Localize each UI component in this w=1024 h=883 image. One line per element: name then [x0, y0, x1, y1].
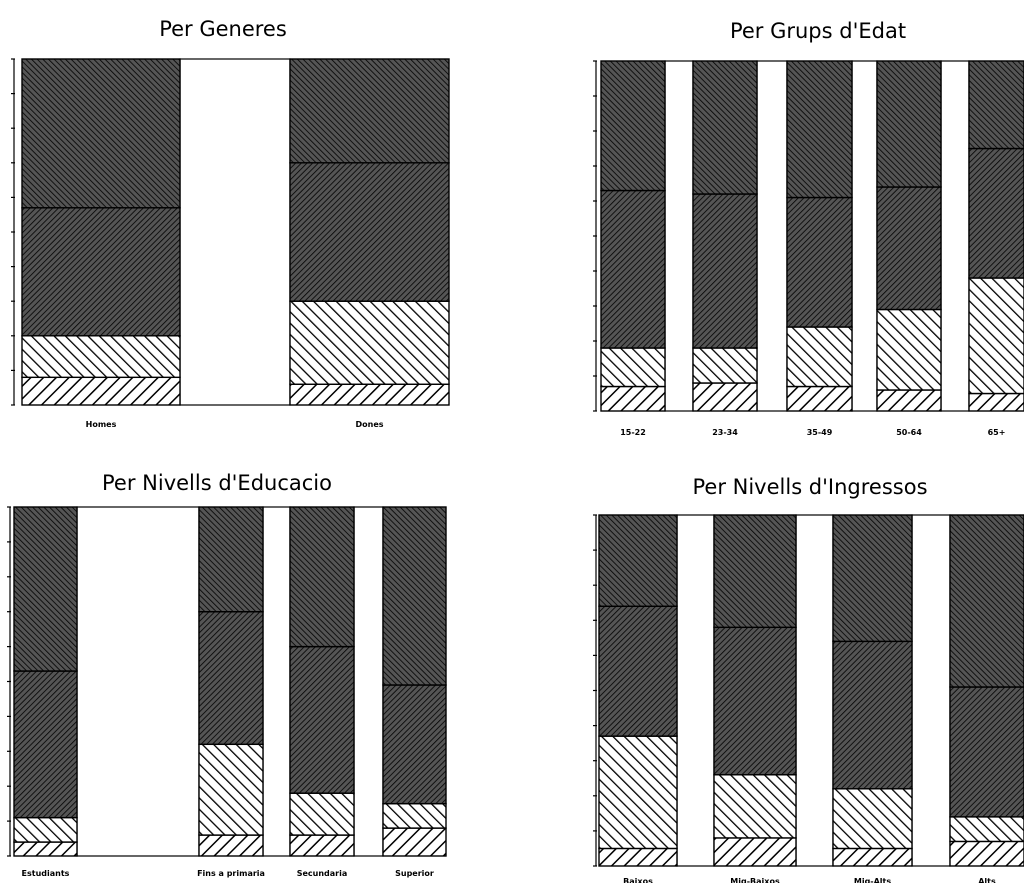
bar-segment — [786, 326, 853, 388]
bar-segment — [198, 834, 264, 857]
bar-separator — [664, 60, 694, 412]
bar-segment — [13, 506, 78, 672]
bar-separator — [940, 60, 970, 412]
category-label: Homes — [86, 420, 117, 429]
chart-panel-4: Per Nivells d'Ingressos Baixos Mig-Baixos M… — [593, 475, 1024, 883]
category-label: 15-22 — [620, 428, 646, 437]
bar-segment — [382, 802, 447, 829]
bar-segment — [713, 514, 797, 629]
bar-segment — [13, 670, 78, 819]
bar-segment — [692, 60, 758, 195]
bar-segment — [21, 376, 181, 406]
bar-separator — [262, 506, 291, 857]
category-label: Dones — [355, 420, 383, 429]
bar-segment — [382, 506, 447, 686]
category-label: Alts — [978, 877, 996, 883]
category-label: Baixos — [623, 877, 653, 883]
bar-segment — [713, 837, 797, 867]
bar-separator — [353, 506, 384, 857]
bar-segment — [692, 347, 758, 384]
bar-segment — [832, 847, 913, 867]
bar-segment — [786, 60, 853, 199]
bar-segment — [289, 58, 450, 164]
bar-segment — [600, 189, 666, 349]
bar-separator — [911, 514, 951, 867]
bar-separator — [795, 514, 834, 867]
bar-segment — [382, 827, 447, 857]
bar-segment — [968, 392, 1024, 412]
bar-segment — [600, 347, 666, 388]
bar-segment — [598, 605, 678, 737]
chart-title: Per Nivells d'Educacio — [102, 471, 332, 495]
bar-separator — [179, 58, 291, 406]
bar-segment — [198, 611, 264, 746]
bar-separator — [851, 60, 878, 412]
chart-panel-2: Per Grups d'Edat 15-22 23-34 35-49 50-64 65+ — [593, 19, 1024, 437]
category-label: Mig-Alts — [854, 877, 892, 883]
bar-segment — [600, 60, 666, 192]
chart-title: Per Grups d'Edat — [730, 19, 906, 43]
bar-separator — [676, 514, 715, 867]
bar-segment — [289, 162, 450, 302]
bar-segment — [876, 389, 942, 412]
bar-segment — [832, 640, 913, 790]
bar-segment — [198, 506, 264, 613]
bar-segment — [21, 335, 181, 379]
bar-segment — [598, 514, 678, 607]
category-label: Fins a primaria — [197, 869, 265, 878]
bar-segment — [949, 840, 1024, 867]
bar-segment — [13, 816, 78, 843]
category-label: 35-49 — [807, 428, 833, 437]
bar-segment — [786, 196, 853, 328]
chart-title: Per Nivells d'Ingressos — [692, 475, 927, 499]
bar-segment — [692, 193, 758, 349]
bar-segment — [713, 774, 797, 839]
bar-segment — [968, 60, 1024, 150]
bar-segment — [876, 60, 942, 188]
chart-title: Per Generes — [159, 17, 287, 41]
bar-segment — [949, 514, 1024, 688]
category-label: Secundaria — [297, 869, 348, 878]
bar-segment — [13, 841, 78, 857]
bar-segment — [598, 735, 678, 850]
bar-segment — [598, 847, 678, 867]
bar-separator — [756, 60, 788, 412]
chart-panel-1: Per Generes Homes Dones — [11, 17, 450, 429]
bar-segment — [832, 788, 913, 850]
category-label: 50-64 — [896, 428, 922, 437]
bar-segment — [968, 147, 1024, 279]
category-label: Superior — [395, 869, 434, 878]
bar-segment — [876, 186, 942, 311]
bar-segment — [289, 506, 355, 648]
bar-segment — [289, 792, 355, 836]
chart-panel-3: Per Nivells d'Educacio Estudiants Fins a p… — [7, 471, 447, 878]
bar-segment — [786, 385, 853, 412]
bar-separator — [76, 506, 200, 857]
bar-segment — [692, 382, 758, 412]
bar-segment — [382, 684, 447, 805]
category-label: Estudiants — [22, 869, 70, 878]
bar-segment — [713, 626, 797, 776]
bar-segment — [600, 385, 666, 412]
bar-segment — [21, 58, 181, 209]
bar-segment — [198, 743, 264, 836]
bar-segment — [949, 686, 1024, 818]
category-label: 23-34 — [712, 428, 738, 437]
category-label: 65+ — [988, 428, 1006, 437]
bar-segment — [289, 834, 355, 857]
bar-segment — [832, 514, 913, 643]
bar-segment — [289, 300, 450, 385]
bar-segment — [876, 308, 942, 391]
bar-segment — [949, 816, 1024, 843]
bar-segment — [968, 277, 1024, 395]
category-label: Mig-Baixos — [730, 877, 780, 883]
bar-segment — [289, 383, 450, 406]
bar-segment — [21, 207, 181, 337]
bar-segment — [289, 645, 355, 794]
